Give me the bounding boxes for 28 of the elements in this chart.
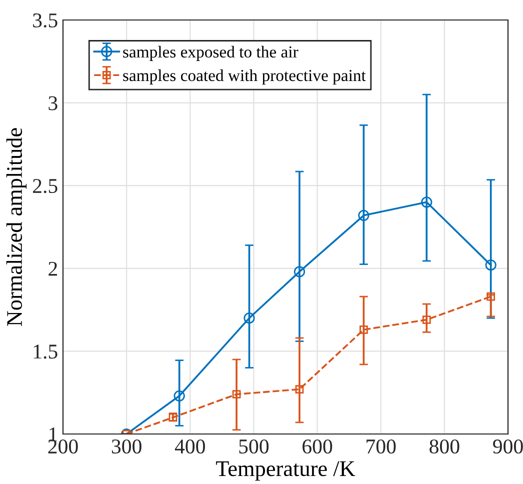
- y-tick-label: 3: [48, 96, 58, 110]
- x-tick-label: 700: [366, 439, 396, 454]
- x-tick-label: 600: [302, 439, 332, 454]
- y-tick-label: 2.5: [33, 179, 58, 194]
- point: [295, 385, 304, 394]
- point: [294, 266, 306, 278]
- legend-label: samples exposed to the air: [123, 46, 298, 61]
- point: [485, 260, 496, 271]
- x-tick-label: 800: [430, 439, 460, 454]
- point: [358, 210, 370, 221]
- x-axis-title: Temperature /K: [216, 461, 356, 481]
- point: [486, 292, 496, 301]
- point: [174, 390, 185, 402]
- point: [422, 316, 431, 324]
- x-tick-label: 500: [239, 439, 269, 454]
- x-tick-label: 300: [112, 439, 142, 454]
- y-tick-label: 1.5: [34, 344, 58, 359]
- legend-label: samples coated with protective paint: [123, 69, 366, 85]
- x-tick-label: 900: [493, 439, 523, 454]
- y-tick-label: 2: [48, 262, 57, 276]
- point: [421, 196, 432, 208]
- x-tick-label: 200: [48, 439, 78, 454]
- x-tick-label: 400: [174, 439, 205, 454]
- point: [360, 326, 368, 334]
- point: [232, 390, 241, 398]
- y-tick-label: 3.5: [33, 13, 58, 28]
- y-axis-title: Normalized amplitude: [6, 128, 27, 326]
- point: [244, 312, 255, 324]
